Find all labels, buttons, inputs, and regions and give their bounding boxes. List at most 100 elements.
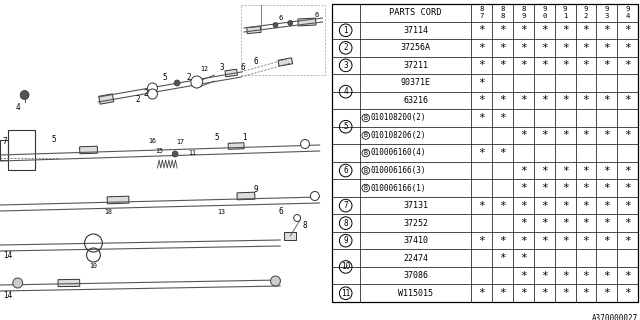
Text: *: * [499, 253, 506, 263]
Text: B: B [364, 132, 368, 139]
Text: B: B [364, 185, 368, 191]
Text: *: * [541, 271, 548, 281]
Text: *: * [499, 95, 506, 105]
Text: *: * [562, 236, 568, 246]
Text: *: * [604, 183, 610, 193]
Text: *: * [520, 131, 527, 140]
Text: 9
4: 9 4 [625, 6, 630, 19]
Text: 6: 6 [315, 12, 319, 18]
Text: *: * [541, 218, 548, 228]
Text: 16: 16 [148, 138, 157, 144]
Circle shape [301, 140, 309, 148]
Text: *: * [541, 60, 548, 70]
Text: 37252: 37252 [403, 219, 428, 228]
Text: *: * [582, 218, 589, 228]
Text: *: * [562, 165, 568, 176]
Text: 4: 4 [15, 103, 20, 113]
Text: *: * [499, 236, 506, 246]
Circle shape [148, 89, 157, 99]
Text: *: * [604, 25, 610, 35]
Circle shape [288, 20, 292, 26]
Text: *: * [499, 25, 506, 35]
Text: B: B [364, 168, 368, 173]
Text: 4: 4 [344, 87, 348, 96]
Text: 10: 10 [90, 263, 97, 269]
Text: 17: 17 [176, 139, 184, 145]
Text: *: * [520, 43, 527, 53]
Text: 14: 14 [3, 251, 13, 260]
Text: *: * [479, 78, 485, 88]
Text: *: * [479, 60, 485, 70]
Text: 8
9: 8 9 [522, 6, 525, 19]
Bar [228, 143, 244, 149]
Text: 010108206(2): 010108206(2) [371, 131, 426, 140]
Text: B: B [364, 150, 368, 156]
Text: 6: 6 [344, 166, 348, 175]
Text: *: * [582, 43, 589, 53]
Circle shape [294, 214, 301, 221]
Text: *: * [479, 25, 485, 35]
Text: *: * [624, 201, 631, 211]
Text: *: * [604, 95, 610, 105]
Text: PARTS CORD: PARTS CORD [389, 8, 442, 17]
Text: 6: 6 [241, 62, 245, 71]
Text: W115015: W115015 [398, 289, 433, 298]
Text: *: * [520, 253, 527, 263]
Text: *: * [520, 271, 527, 281]
Text: *: * [562, 60, 568, 70]
Text: *: * [604, 201, 610, 211]
Circle shape [310, 191, 319, 201]
Text: 8: 8 [303, 220, 307, 229]
Text: *: * [479, 43, 485, 53]
Text: 37086: 37086 [403, 271, 428, 280]
Text: *: * [624, 271, 631, 281]
Text: 9
0: 9 0 [542, 6, 547, 19]
Text: *: * [479, 236, 485, 246]
Text: *: * [520, 165, 527, 176]
Bar [107, 196, 129, 204]
Text: 11: 11 [188, 150, 196, 156]
Text: *: * [562, 201, 568, 211]
Text: 9
2: 9 2 [584, 6, 588, 19]
Text: *: * [541, 95, 548, 105]
Text: *: * [624, 165, 631, 176]
Text: 22474: 22474 [403, 254, 428, 263]
Text: 14: 14 [3, 292, 13, 300]
Text: 18: 18 [104, 209, 112, 215]
Text: 2: 2 [143, 89, 148, 98]
Text: *: * [499, 43, 506, 53]
Text: *: * [520, 95, 527, 105]
Text: 5: 5 [214, 133, 219, 142]
Bar [58, 279, 80, 287]
Text: 15: 15 [156, 148, 163, 154]
Text: *: * [479, 95, 485, 105]
Text: 9: 9 [253, 186, 258, 195]
Text: 10: 10 [341, 262, 350, 271]
Text: *: * [582, 131, 589, 140]
Text: 90371E: 90371E [401, 78, 431, 87]
Text: 37256A: 37256A [401, 43, 431, 52]
Text: *: * [604, 218, 610, 228]
Text: *: * [562, 131, 568, 140]
Text: *: * [582, 271, 589, 281]
Text: *: * [499, 288, 506, 298]
Text: *: * [541, 236, 548, 246]
Text: 8: 8 [344, 219, 348, 228]
Text: 2: 2 [187, 73, 191, 82]
Text: *: * [541, 43, 548, 53]
Text: *: * [499, 148, 506, 158]
Text: *: * [520, 236, 527, 246]
Circle shape [191, 76, 203, 88]
Text: B: B [364, 115, 368, 121]
Text: 12: 12 [201, 66, 209, 72]
Text: 8
8: 8 8 [500, 6, 505, 19]
Text: *: * [582, 95, 589, 105]
Text: *: * [604, 271, 610, 281]
Text: 9: 9 [344, 236, 348, 245]
Text: A370000027: A370000027 [592, 314, 638, 320]
Text: *: * [479, 113, 485, 123]
Text: *: * [582, 60, 589, 70]
Text: 3: 3 [219, 62, 224, 71]
Circle shape [271, 276, 280, 286]
Text: *: * [541, 201, 548, 211]
